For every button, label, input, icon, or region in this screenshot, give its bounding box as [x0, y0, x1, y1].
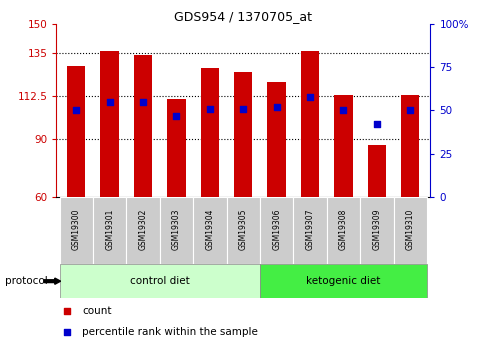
Point — [239, 106, 246, 111]
Bar — [60, 264, 260, 298]
Bar — [260, 264, 426, 298]
Bar — [234, 72, 252, 197]
Text: control diet: control diet — [130, 276, 189, 286]
Text: GSM19308: GSM19308 — [338, 208, 347, 250]
Text: GSM19305: GSM19305 — [238, 208, 247, 250]
Bar — [400, 95, 419, 197]
Bar — [200, 68, 219, 197]
Point — [63, 308, 71, 313]
Bar — [134, 55, 152, 197]
Text: GSM19309: GSM19309 — [372, 208, 381, 250]
Point — [305, 94, 313, 99]
Point — [72, 108, 80, 113]
Text: GSM19307: GSM19307 — [305, 208, 314, 250]
Text: percentile rank within the sample: percentile rank within the sample — [82, 327, 258, 337]
Bar — [326, 197, 360, 264]
Text: GSM19304: GSM19304 — [205, 208, 214, 250]
Bar — [393, 197, 426, 264]
Text: ketogenic diet: ketogenic diet — [305, 276, 380, 286]
Text: GSM19306: GSM19306 — [272, 208, 281, 250]
Bar — [360, 197, 393, 264]
Point — [272, 104, 280, 110]
Text: GSM19303: GSM19303 — [172, 208, 181, 250]
Point — [406, 108, 413, 113]
Bar — [126, 197, 160, 264]
Bar — [60, 197, 93, 264]
Point — [205, 106, 213, 111]
Text: GSM19302: GSM19302 — [138, 208, 147, 250]
Text: protocol: protocol — [5, 276, 47, 286]
Bar — [300, 51, 319, 197]
Bar — [160, 197, 193, 264]
Bar — [226, 197, 260, 264]
Bar — [193, 197, 226, 264]
Point — [105, 99, 113, 105]
Point — [339, 108, 346, 113]
Point — [372, 121, 380, 127]
Bar — [101, 51, 119, 197]
Point — [139, 99, 147, 105]
Text: GSM19301: GSM19301 — [105, 208, 114, 250]
Bar — [293, 197, 326, 264]
Text: GSM19300: GSM19300 — [72, 208, 81, 250]
Bar — [260, 197, 293, 264]
Bar — [267, 82, 285, 197]
Text: GSM19310: GSM19310 — [405, 208, 414, 250]
Bar — [93, 197, 126, 264]
Point — [63, 329, 71, 335]
Title: GDS954 / 1370705_at: GDS954 / 1370705_at — [174, 10, 312, 23]
Text: count: count — [82, 306, 112, 315]
Bar — [334, 95, 352, 197]
Point — [172, 113, 180, 118]
Bar — [167, 99, 185, 197]
Bar — [367, 145, 385, 197]
Bar — [67, 66, 85, 197]
